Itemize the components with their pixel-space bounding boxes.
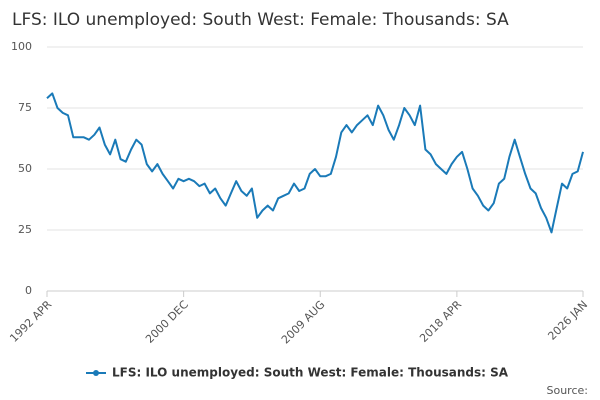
y-tick-label: 50 <box>18 162 32 175</box>
y-tick-label: 75 <box>18 101 32 114</box>
y-tick-label: 100 <box>11 40 32 53</box>
x-tick-label: 2026 JAN <box>545 298 590 343</box>
data-line <box>46 92 584 234</box>
y-tick-label: 25 <box>18 223 32 236</box>
legend-label: LFS: ILO unemployed: South West: Female:… <box>112 366 509 380</box>
x-tick-label: 2000 DEC <box>143 298 191 346</box>
x-tick-label: 2009 AUG <box>279 298 328 347</box>
chart-title: LFS: ILO unemployed: South West: Female:… <box>12 10 509 30</box>
legend-marker <box>93 370 99 376</box>
x-tick-label: 2018 APR <box>417 298 464 345</box>
x-tick-label: 1992 APR <box>7 298 54 345</box>
source: Source: <box>547 384 589 397</box>
y-tick-label: 0 <box>25 284 32 297</box>
